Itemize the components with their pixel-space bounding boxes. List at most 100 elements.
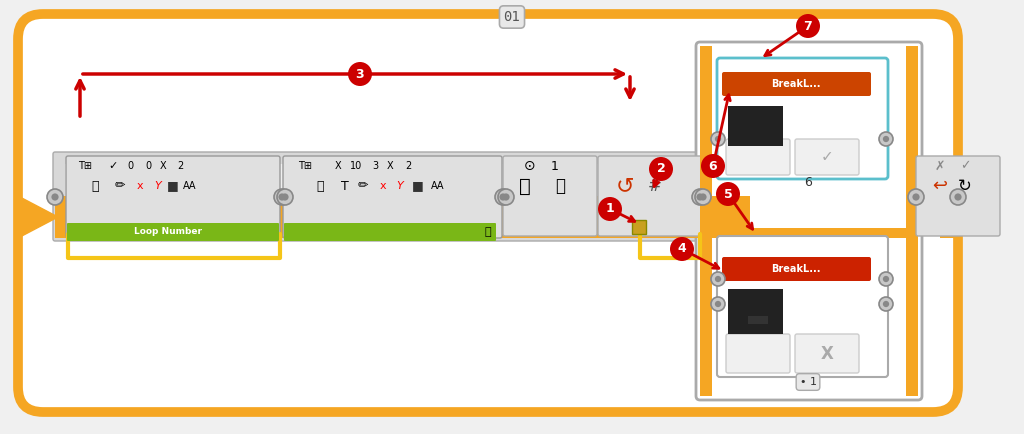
Text: ✓: ✓	[959, 160, 971, 172]
FancyBboxPatch shape	[717, 236, 888, 377]
Text: 2: 2	[177, 161, 183, 171]
Text: ⏳: ⏳	[519, 177, 530, 195]
Circle shape	[348, 62, 372, 86]
Circle shape	[796, 14, 820, 38]
Text: 10: 10	[350, 161, 362, 171]
FancyBboxPatch shape	[67, 223, 279, 241]
Text: 3: 3	[372, 161, 378, 171]
Text: 6: 6	[709, 160, 718, 172]
Circle shape	[715, 136, 721, 142]
FancyBboxPatch shape	[795, 139, 859, 175]
Circle shape	[47, 189, 63, 205]
Circle shape	[282, 194, 289, 201]
Text: X: X	[820, 345, 834, 363]
Circle shape	[598, 197, 622, 221]
Text: T⊞: T⊞	[298, 161, 312, 171]
Text: 3: 3	[355, 68, 365, 80]
Bar	[55, 196, 750, 238]
Text: ✏: ✏	[115, 180, 125, 193]
Text: AA: AA	[431, 181, 444, 191]
Text: X: X	[160, 161, 166, 171]
Text: Loop Number: Loop Number	[134, 227, 202, 237]
Text: ✓: ✓	[820, 149, 834, 164]
Circle shape	[695, 189, 711, 205]
Circle shape	[879, 272, 893, 286]
Circle shape	[912, 194, 920, 201]
Text: BreakL...: BreakL...	[771, 79, 821, 89]
Text: AA: AA	[183, 181, 197, 191]
FancyBboxPatch shape	[284, 223, 496, 241]
FancyBboxPatch shape	[795, 334, 859, 373]
FancyBboxPatch shape	[18, 14, 958, 412]
Circle shape	[670, 237, 694, 261]
FancyBboxPatch shape	[53, 152, 702, 241]
Text: x: x	[380, 181, 386, 191]
FancyBboxPatch shape	[66, 156, 280, 238]
Bar	[728, 106, 783, 146]
Circle shape	[908, 189, 924, 205]
Circle shape	[716, 182, 740, 206]
Text: #: #	[648, 177, 662, 195]
Text: 2: 2	[404, 161, 411, 171]
Text: 7: 7	[804, 20, 812, 33]
Circle shape	[649, 157, 673, 181]
Text: • 1: • 1	[800, 377, 816, 387]
Text: Y: Y	[396, 181, 403, 191]
Text: ■: ■	[412, 180, 424, 193]
Bar	[940, 196, 958, 238]
FancyBboxPatch shape	[726, 334, 790, 373]
Bar	[632, 220, 646, 234]
FancyBboxPatch shape	[696, 42, 922, 400]
Polygon shape	[18, 196, 58, 238]
Text: 5: 5	[724, 187, 732, 201]
FancyBboxPatch shape	[722, 257, 871, 281]
Circle shape	[715, 301, 721, 307]
Text: X: X	[335, 161, 341, 171]
Circle shape	[503, 194, 510, 201]
Bar	[700, 228, 918, 238]
Text: 1: 1	[551, 160, 559, 172]
Text: 2: 2	[656, 162, 666, 175]
Text: ■: ■	[167, 180, 179, 193]
Circle shape	[954, 194, 962, 201]
Circle shape	[699, 194, 707, 201]
FancyBboxPatch shape	[503, 156, 597, 236]
Circle shape	[883, 301, 889, 307]
Circle shape	[879, 132, 893, 146]
FancyBboxPatch shape	[916, 156, 1000, 236]
Circle shape	[950, 189, 966, 205]
Text: ↩: ↩	[933, 177, 947, 195]
Text: T: T	[341, 180, 349, 193]
Text: ✏: ✏	[357, 180, 369, 193]
Text: 4: 4	[678, 243, 686, 256]
Text: ⏱: ⏱	[555, 177, 565, 195]
Circle shape	[711, 272, 725, 286]
Text: X: X	[387, 161, 393, 171]
Circle shape	[883, 276, 889, 282]
FancyBboxPatch shape	[722, 72, 871, 96]
Circle shape	[498, 189, 514, 205]
Text: BreakL...: BreakL...	[771, 264, 821, 274]
Circle shape	[711, 297, 725, 311]
Bar	[65, 164, 690, 229]
Circle shape	[692, 189, 708, 205]
Circle shape	[696, 194, 703, 201]
Text: 0: 0	[127, 161, 133, 171]
Circle shape	[701, 154, 725, 178]
Text: ↻: ↻	[958, 177, 972, 195]
Text: ✗: ✗	[935, 160, 945, 172]
Circle shape	[279, 194, 286, 201]
Text: 01: 01	[504, 10, 520, 24]
FancyBboxPatch shape	[283, 156, 502, 238]
FancyBboxPatch shape	[726, 139, 790, 175]
Circle shape	[879, 297, 893, 311]
Text: ✓: ✓	[109, 161, 118, 171]
Circle shape	[883, 136, 889, 142]
Circle shape	[711, 132, 725, 146]
Text: 1: 1	[605, 203, 614, 216]
Bar	[700, 46, 712, 396]
Text: ⊙: ⊙	[524, 159, 536, 173]
FancyBboxPatch shape	[717, 58, 888, 179]
Circle shape	[278, 189, 293, 205]
Circle shape	[715, 276, 721, 282]
